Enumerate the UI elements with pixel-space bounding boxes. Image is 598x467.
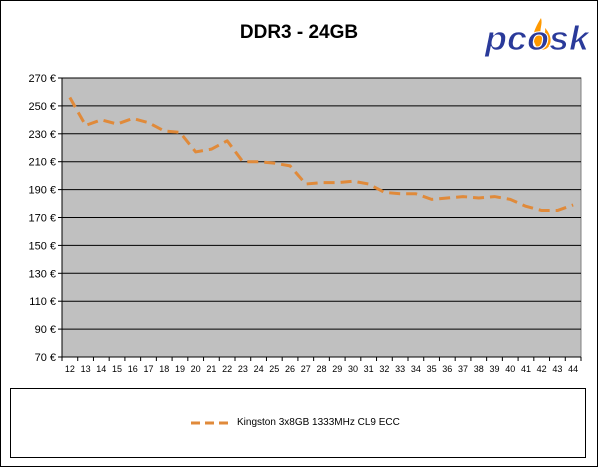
- x-tick-label: 14: [96, 364, 106, 374]
- x-tick-label: 29: [332, 364, 342, 374]
- y-tick-label: 210 €: [28, 157, 56, 169]
- x-axis: 12 13 14 15 16 17 18 19 20 21 22 23 24 25 26 27 28 29 30 31…: [61, 356, 582, 374]
- data-point: [556, 209, 559, 212]
- x-tick-label: 33: [395, 364, 405, 374]
- x-tick-label: 25: [269, 364, 279, 374]
- x-tick-label: 19: [175, 364, 185, 374]
- x-tick-label: 38: [474, 364, 484, 374]
- x-tick-label: 15: [112, 364, 122, 374]
- logo-flame-icon: [533, 18, 551, 50]
- x-tick-label: 36: [442, 364, 452, 374]
- data-point: [399, 192, 402, 195]
- data-point: [414, 192, 417, 195]
- y-tick-label: 70 €: [35, 352, 56, 364]
- x-tick-label: 21: [206, 364, 216, 374]
- legend-item: Kingston 3x8GB 1333MHz CL9 ECC: [189, 417, 400, 428]
- data-point: [383, 191, 386, 194]
- data-point: [131, 117, 134, 120]
- legend-swatch: [191, 421, 229, 424]
- data-point: [100, 118, 103, 121]
- data-point: [194, 150, 197, 153]
- x-tick-label: 37: [458, 364, 468, 374]
- data-point: [257, 160, 260, 163]
- data-point: [336, 181, 339, 184]
- x-tick-label: 17: [143, 364, 153, 374]
- x-tick-label: 27: [301, 364, 311, 374]
- y-tick-label: 190 €: [28, 185, 56, 197]
- x-tick-label: 31: [364, 364, 374, 374]
- y-tick-label: 250 €: [28, 101, 56, 113]
- data-point: [572, 203, 575, 206]
- x-tick-label: 39: [489, 364, 499, 374]
- y-tick-label: 150 €: [28, 240, 56, 252]
- data-point: [524, 205, 527, 208]
- data-point: [147, 121, 150, 124]
- data-point: [351, 180, 354, 183]
- x-tick-label: 23: [238, 364, 248, 374]
- y-tick-label: 110 €: [29, 296, 56, 308]
- series-group: [68, 96, 575, 213]
- y-axis: 70 € 90 € 110 € 130 € 150 € 170 € 190 € 210 € 23…: [28, 73, 63, 364]
- x-tick-label: 40: [505, 364, 515, 374]
- logo-text: pcosk: [484, 20, 591, 58]
- x-tick-label: 43: [552, 364, 562, 374]
- x-tick-label: 18: [159, 364, 169, 374]
- data-point: [493, 195, 496, 198]
- x-tick-label: 13: [81, 364, 91, 374]
- data-point: [241, 160, 244, 163]
- data-point: [462, 195, 465, 198]
- x-tick-label: 16: [128, 364, 138, 374]
- y-tick-label: 230 €: [28, 129, 56, 141]
- y-tick-label: 130 €: [28, 268, 56, 280]
- gridlines: [62, 77, 581, 358]
- data-point: [477, 196, 480, 199]
- x-tick-label: 22: [222, 364, 232, 374]
- x-tick-label: 34: [411, 364, 421, 374]
- data-point: [163, 130, 166, 133]
- x-tick-label: 30: [348, 364, 358, 374]
- x-tick-label: 42: [537, 364, 547, 374]
- y-tick-label: 270 €: [28, 73, 56, 85]
- x-tick-label: 32: [379, 364, 389, 374]
- x-tick-label: 41: [521, 364, 531, 374]
- legend-label: Kingston 3x8GB 1333MHz CL9 ECC: [237, 417, 400, 428]
- legend: Kingston 3x8GB 1333MHz CL9 ECC: [10, 388, 586, 458]
- x-tick-label: 26: [285, 364, 295, 374]
- data-point: [304, 183, 307, 186]
- pcosk-logo: pcosk: [483, 18, 591, 59]
- data-point: [540, 209, 543, 212]
- y-tick-label: 170 €: [28, 213, 56, 225]
- x-tick-label: 28: [316, 364, 326, 374]
- chart-title: DDR3 - 24GB: [239, 22, 359, 43]
- data-point: [273, 162, 276, 165]
- x-tick-label: 44: [568, 364, 578, 374]
- data-point: [116, 123, 119, 126]
- x-tick-label: 12: [65, 364, 75, 374]
- series-line: [68, 96, 574, 213]
- data-point: [178, 131, 181, 134]
- data-point: [367, 183, 370, 186]
- x-tick-label: 20: [191, 364, 201, 374]
- data-point: [509, 198, 512, 201]
- data-point: [289, 164, 292, 167]
- data-point: [84, 124, 87, 127]
- x-tick-label: 35: [427, 364, 437, 374]
- data-point: [68, 96, 71, 99]
- data-point: [320, 181, 323, 184]
- data-point: [446, 196, 449, 199]
- y-tick-label: 90 €: [35, 324, 56, 336]
- x-tick-label: 24: [254, 364, 264, 374]
- data-point: [226, 139, 229, 142]
- data-point: [430, 198, 433, 201]
- line-chart: 70 € 90 € 110 € 130 € 150 € 170 € 190 € 210 € 23…: [28, 73, 582, 374]
- data-point: [210, 148, 213, 151]
